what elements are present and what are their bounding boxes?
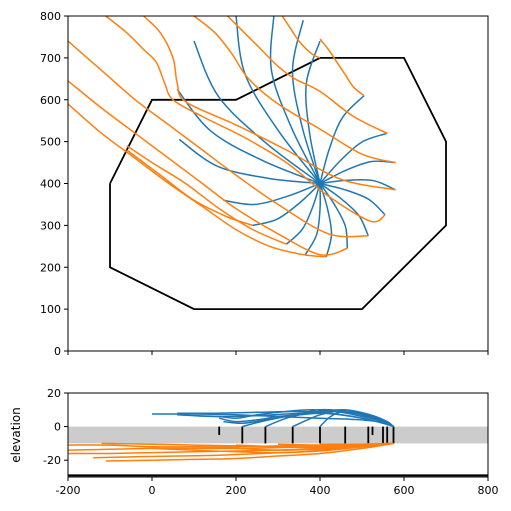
- domain-boundary: [109, 57, 447, 311]
- top-blue-streamlines: [176, 15, 396, 257]
- blue-streamline-14: [285, 183, 321, 245]
- blue-streamline-13: [304, 183, 322, 256]
- top-y-tick-label: 100: [40, 303, 61, 316]
- orange-streamline-7: [143, 15, 396, 191]
- orange-streamline-3: [67, 103, 327, 258]
- top-orange-streamlines: [67, 15, 396, 258]
- orange-streamline-11: [319, 38, 365, 97]
- elevation-orange-line-11: [319, 442, 394, 446]
- top-panel: 0 100 200 300 400 500 600 700 800: [40, 10, 489, 358]
- bottom-axes-frame: [67, 392, 489, 478]
- bottom-y-tick-label: 20: [47, 387, 61, 400]
- top-y-tick-label: 300: [40, 219, 61, 232]
- blue-streamline-7: [319, 160, 396, 185]
- top-y-tick-label: 500: [40, 136, 61, 149]
- elevation-band: [68, 426, 488, 444]
- orange-streamline-5: [126, 149, 254, 227]
- bottom-band-layer: [68, 426, 488, 477]
- orange-streamline-6: [105, 15, 386, 223]
- orange-streamline-1: [67, 40, 369, 238]
- top-boundary-layer: [109, 57, 447, 311]
- elevation-blue-line-4: [193, 409, 394, 428]
- blue-streamline-16: [223, 182, 321, 206]
- orange-streamline-8: [193, 15, 396, 164]
- blue-streamline-12: [319, 183, 333, 257]
- blue-streamline-3: [291, 20, 321, 184]
- bottom-y-tick-label: 0: [54, 421, 61, 434]
- top-axes: 0 100 200 300 400 500 600 700 800: [40, 10, 489, 358]
- bottom-x-tick-label: 600: [394, 484, 415, 497]
- blue-streamline-8: [319, 178, 396, 191]
- blue-streamline-2: [269, 15, 321, 184]
- elevation-orange-line-5: [105, 442, 394, 462]
- bottom-blue-lines: [151, 408, 394, 428]
- blue-streamline-19: [193, 40, 321, 185]
- top-y-tick-label: 0: [54, 345, 61, 358]
- bottom-orange-lines: [67, 442, 394, 462]
- top-y-tick-label: 700: [40, 52, 61, 65]
- blue-streamline-4: [305, 40, 321, 184]
- blue-streamline-1: [235, 15, 321, 184]
- elevation-axis-label: elevation: [9, 407, 23, 463]
- bottom-x-tick-label: -200: [56, 484, 81, 497]
- bottom-x-tick-label: 0: [149, 484, 156, 497]
- bottom-x-tick-label: 400: [310, 484, 331, 497]
- elevation-blue-line-10: [319, 410, 394, 428]
- elevation-orange-line-8: [193, 442, 394, 451]
- blue-streamline-5: [319, 95, 365, 184]
- orange-streamline-10: [281, 15, 321, 59]
- top-y-tick-label: 800: [40, 10, 61, 23]
- orange-streamline-9: [227, 15, 388, 134]
- orange-streamline-4: [126, 145, 287, 245]
- blue-streamline-18: [176, 88, 321, 185]
- top-y-tick-label: 200: [40, 261, 61, 274]
- blue-streamline-10: [319, 182, 369, 237]
- blue-streamline-17: [178, 138, 321, 185]
- bottom-x-tick-label: 800: [478, 484, 499, 497]
- top-y-tick-label: 600: [40, 94, 61, 107]
- bottom-y-tick-label: -20: [43, 454, 61, 467]
- blue-streamline-11: [319, 183, 349, 249]
- bottom-x-tick-label: 200: [226, 484, 247, 497]
- top-y-tick-label: 400: [40, 178, 61, 191]
- orange-streamline-2: [67, 80, 348, 256]
- blue-streamline-9: [319, 182, 386, 216]
